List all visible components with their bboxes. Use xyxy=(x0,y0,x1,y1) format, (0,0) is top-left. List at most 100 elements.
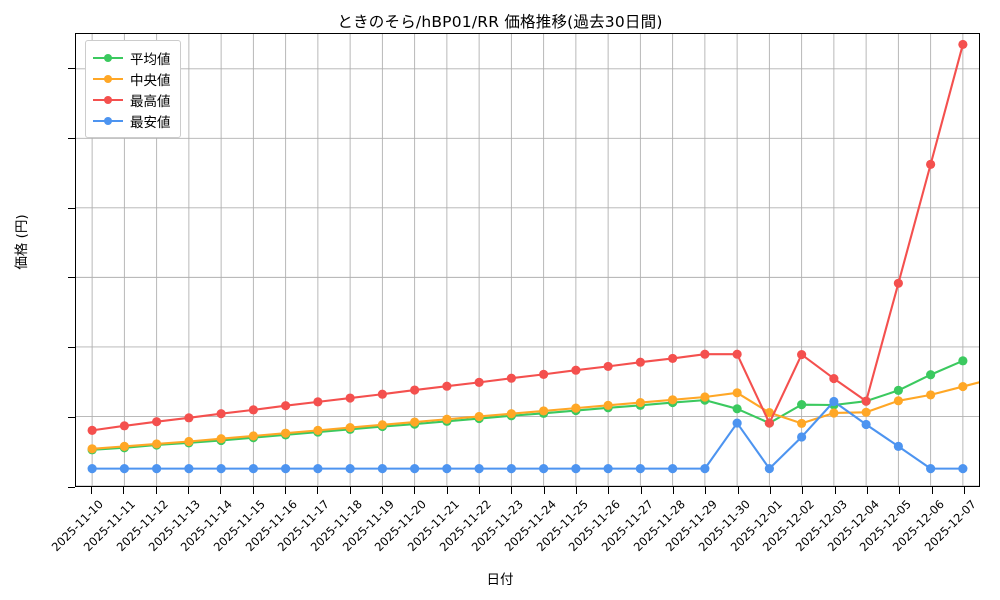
data-point xyxy=(700,392,710,402)
x-tick-mark xyxy=(931,487,933,494)
data-point xyxy=(829,373,839,384)
x-tick-mark xyxy=(608,487,610,494)
data-point xyxy=(893,396,903,406)
data-point xyxy=(410,464,420,474)
data-point xyxy=(926,464,936,474)
data-point xyxy=(152,439,162,449)
data-point xyxy=(281,428,291,438)
data-point xyxy=(313,397,323,407)
data-point xyxy=(732,388,742,398)
data-point xyxy=(603,464,613,474)
data-point xyxy=(152,464,162,474)
data-point xyxy=(668,464,678,474)
data-point xyxy=(764,418,774,428)
data-point xyxy=(797,400,807,410)
data-series-layer xyxy=(87,39,979,474)
y-axis-ticks: 020040060080010001200 xyxy=(0,33,1000,488)
data-point xyxy=(603,361,613,371)
x-tick-mark xyxy=(737,487,739,494)
data-point xyxy=(700,349,710,359)
legend-item-3[interactable]: 最高値 xyxy=(93,89,171,110)
x-axis-ticks: 2025-11-10 2025-11-11 2025-11-12 2025-11-13… xyxy=(49,487,980,567)
data-point xyxy=(442,464,452,474)
chart-legend: 平均値中央値 最高値最安値 xyxy=(85,40,181,138)
data-point xyxy=(764,464,774,474)
x-tick-mark xyxy=(220,487,222,494)
y-tick-mark xyxy=(68,417,75,419)
data-point xyxy=(313,425,323,435)
data-point xyxy=(571,365,581,375)
x-tick-mark xyxy=(446,487,448,494)
data-point xyxy=(700,464,710,474)
legend-marker-icon xyxy=(93,114,123,128)
data-point xyxy=(668,395,678,405)
data-point xyxy=(345,423,355,433)
data-point xyxy=(958,464,968,474)
data-point xyxy=(506,409,516,419)
y-tick-mark xyxy=(68,347,75,349)
x-tick-mark xyxy=(91,487,93,494)
chart-title: ときのそら/hBP01/RR 価格推移(過去30日間) xyxy=(337,13,663,31)
data-point xyxy=(603,400,613,410)
x-tick-mark xyxy=(543,487,545,494)
y-tick-mark xyxy=(68,487,75,488)
x-tick-mark xyxy=(382,487,384,494)
x-tick-mark xyxy=(899,487,901,494)
x-tick-mark xyxy=(769,487,771,494)
legend-item-2[interactable]: 中央値 xyxy=(93,68,171,89)
data-point xyxy=(119,464,129,474)
data-point xyxy=(474,464,484,474)
data-point xyxy=(893,441,903,451)
legend-marker-icon xyxy=(93,51,123,65)
legend-label: 最安値 xyxy=(130,114,171,131)
data-point xyxy=(184,413,194,423)
data-point xyxy=(958,356,968,366)
data-point xyxy=(87,444,97,454)
data-point xyxy=(442,414,452,424)
series-3 xyxy=(87,39,968,435)
data-point xyxy=(377,464,387,474)
data-point xyxy=(281,401,291,411)
data-point xyxy=(829,408,839,418)
data-point xyxy=(926,370,936,380)
data-point xyxy=(377,389,387,399)
data-point xyxy=(668,353,678,363)
data-point xyxy=(345,393,355,403)
x-tick-mark xyxy=(479,487,481,494)
legend-item-4[interactable]: 最安値 xyxy=(93,110,171,131)
data-point xyxy=(248,431,258,441)
data-point xyxy=(926,159,936,169)
data-point xyxy=(732,404,742,414)
data-point xyxy=(281,464,291,474)
x-tick-mark xyxy=(285,487,287,494)
y-tick-mark xyxy=(68,207,75,209)
data-point xyxy=(474,411,484,422)
data-point xyxy=(797,349,807,360)
legend-item-1[interactable]: 平均値 xyxy=(93,47,171,68)
data-point xyxy=(410,417,420,427)
data-point xyxy=(797,432,807,442)
x-tick-mark xyxy=(317,487,319,494)
data-point xyxy=(893,385,903,395)
data-point xyxy=(184,464,194,474)
data-point xyxy=(571,464,581,474)
data-point xyxy=(506,464,516,474)
data-point xyxy=(797,418,807,428)
data-point xyxy=(248,405,258,415)
data-point xyxy=(216,409,226,419)
data-point xyxy=(861,407,871,417)
data-point xyxy=(313,464,323,474)
data-point xyxy=(635,357,645,367)
legend-label: 中央値 xyxy=(130,72,171,89)
legend-label: 平均値 xyxy=(130,51,171,68)
data-point xyxy=(119,441,129,451)
x-tick-mark xyxy=(640,487,642,494)
data-point xyxy=(829,396,839,407)
plot-area xyxy=(75,33,980,487)
legend-marker-icon xyxy=(93,72,123,86)
x-tick-mark xyxy=(672,487,674,494)
data-point xyxy=(926,390,936,400)
legend-marker-icon xyxy=(93,93,123,107)
x-tick-mark xyxy=(155,487,157,494)
